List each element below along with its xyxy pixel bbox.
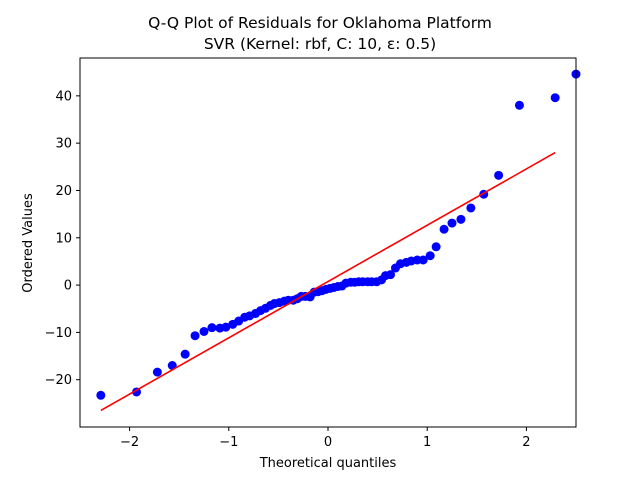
x-tick-label: 1 [423, 435, 431, 450]
data-point [456, 214, 466, 224]
y-tick-label: 40 [55, 89, 72, 104]
data-point [494, 170, 504, 180]
data-point [514, 100, 524, 110]
fit-line [100, 151, 556, 412]
y-tick-label: −20 [45, 373, 72, 388]
data-point [425, 251, 435, 261]
data-point [466, 203, 476, 213]
y-tick-label: 30 [55, 137, 72, 152]
x-axis-label: Theoretical quantiles [259, 456, 397, 471]
data-point [180, 349, 190, 359]
chart-subtitle: SVR (Kernel: rbf, C: 10, ε: 0.5) [203, 35, 437, 53]
y-tick-label: 0 [64, 279, 72, 294]
chart-title: Q-Q Plot of Residuals for Oklahoma Platf… [148, 14, 492, 32]
data-point [190, 331, 200, 341]
x-tick-label: 0 [324, 435, 332, 450]
data-point [96, 390, 106, 400]
data-point [431, 242, 441, 252]
data-point [418, 255, 428, 265]
data-point [152, 367, 162, 377]
data-point [207, 323, 217, 333]
x-tick-label: 2 [522, 435, 530, 450]
data-point [199, 326, 209, 336]
x-tick-label: −2 [120, 435, 139, 450]
y-tick-label: −10 [45, 326, 72, 341]
data-point [385, 270, 395, 280]
data-point [439, 224, 449, 234]
y-tick-label: 10 [55, 231, 72, 246]
x-tick-label: −1 [219, 435, 238, 450]
data-point [550, 93, 560, 103]
data-point [447, 218, 457, 228]
y-axis-label: Ordered Values [21, 193, 36, 293]
y-tick-label: 20 [55, 184, 72, 199]
data-point [221, 322, 231, 332]
